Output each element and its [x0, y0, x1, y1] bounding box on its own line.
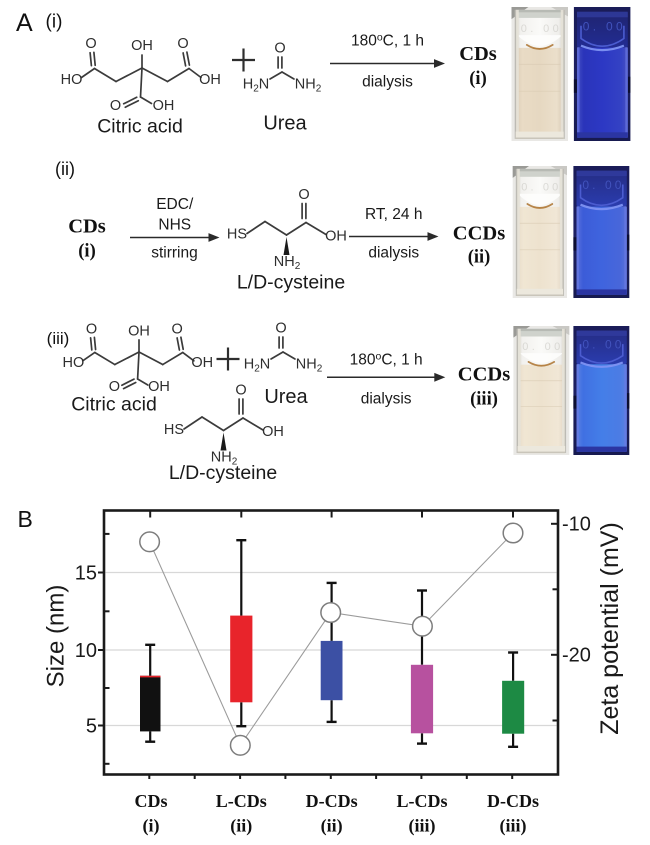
- svg-text:Size (nm): Size (nm): [43, 585, 70, 688]
- svg-text:NH2: NH2: [295, 77, 322, 95]
- svg-text:0. 00: 0. 00: [521, 23, 559, 35]
- svg-text:stirring: stirring: [151, 245, 198, 262]
- svg-text:D-CDs: D-CDs: [306, 791, 358, 811]
- svg-text:OH: OH: [148, 379, 170, 395]
- svg-text:(ii): (ii): [230, 816, 252, 837]
- svg-text:L-CDs: L-CDs: [396, 791, 447, 811]
- svg-text:L/D-cysteine: L/D-cysteine: [237, 272, 345, 294]
- svg-text:RT, 24 h: RT, 24 h: [365, 206, 422, 223]
- svg-text:(ii): (ii): [55, 159, 75, 179]
- svg-text:(ii): (ii): [321, 816, 343, 837]
- svg-text:OH: OH: [153, 98, 175, 114]
- svg-text:0. 00: 0. 00: [522, 341, 560, 353]
- svg-text:NHS: NHS: [158, 217, 191, 234]
- svg-text:O: O: [171, 321, 182, 337]
- svg-text:dialysis: dialysis: [362, 74, 413, 91]
- svg-text:Urea: Urea: [263, 113, 307, 135]
- svg-text:NH2: NH2: [274, 254, 301, 272]
- svg-text:O: O: [86, 321, 97, 337]
- svg-text:B: B: [18, 506, 33, 532]
- svg-text:dialysis: dialysis: [361, 391, 412, 408]
- svg-text:Citric acid: Citric acid: [71, 394, 157, 416]
- svg-text:OH: OH: [262, 424, 284, 440]
- svg-text:O: O: [274, 41, 285, 57]
- svg-text:OH: OH: [131, 38, 153, 54]
- svg-text:CCDs: CCDs: [453, 223, 505, 245]
- svg-text:L-CDs: L-CDs: [216, 791, 267, 811]
- svg-text:O: O: [110, 98, 121, 114]
- svg-text:O: O: [298, 187, 309, 203]
- svg-text:CDs: CDs: [459, 43, 497, 65]
- svg-text:O: O: [109, 379, 120, 395]
- svg-text:180oC, 1 h: 180oC, 1 h: [351, 32, 424, 50]
- svg-text:HS: HS: [164, 422, 184, 438]
- svg-text:H2N: H2N: [243, 77, 270, 95]
- svg-text:10: 10: [75, 640, 97, 662]
- svg-text:(i): (i): [46, 12, 63, 33]
- svg-text:O: O: [85, 36, 96, 52]
- svg-text:(iii): (iii): [47, 329, 70, 348]
- svg-text:-20: -20: [562, 645, 591, 667]
- svg-text:A: A: [16, 9, 33, 37]
- svg-text:Zeta potential (mV): Zeta potential (mV): [596, 522, 624, 735]
- svg-text:OH: OH: [191, 355, 213, 371]
- svg-text:-10: -10: [562, 514, 591, 536]
- svg-text:HO: HO: [63, 355, 85, 371]
- svg-text:(iii): (iii): [470, 390, 498, 410]
- svg-text:H2N: H2N: [244, 357, 271, 375]
- svg-text:CCDs: CCDs: [458, 364, 510, 386]
- svg-text:HO: HO: [61, 72, 83, 88]
- svg-text:(i): (i): [469, 69, 486, 89]
- svg-text:0. 00: 0. 00: [521, 181, 558, 193]
- svg-text:Urea: Urea: [264, 386, 308, 408]
- svg-text:OH: OH: [128, 323, 150, 339]
- svg-text:NH2: NH2: [296, 357, 323, 375]
- svg-text:Citric acid: Citric acid: [97, 116, 183, 138]
- svg-text:NH2: NH2: [211, 450, 238, 468]
- svg-text:HS: HS: [227, 227, 247, 243]
- svg-text:(ii): (ii): [468, 248, 491, 268]
- svg-text:180oC, 1 h: 180oC, 1 h: [350, 351, 423, 369]
- svg-text:O: O: [235, 383, 246, 399]
- svg-text:D-CDs: D-CDs: [487, 791, 539, 811]
- svg-text:15: 15: [75, 563, 97, 585]
- svg-text:(iii): (iii): [409, 816, 436, 837]
- svg-text:O: O: [275, 321, 286, 337]
- svg-text:O: O: [177, 36, 188, 52]
- svg-text:EDC/: EDC/: [156, 196, 194, 213]
- svg-text:(iii): (iii): [500, 816, 527, 837]
- svg-text:OH: OH: [199, 72, 221, 88]
- svg-text:CDs: CDs: [68, 216, 106, 238]
- svg-text:L/D-cysteine: L/D-cysteine: [169, 462, 277, 484]
- svg-text:dialysis: dialysis: [368, 245, 419, 262]
- svg-text:OH: OH: [325, 229, 347, 245]
- svg-text:(i): (i): [143, 816, 160, 837]
- svg-text:5: 5: [86, 716, 97, 738]
- svg-text:CDs: CDs: [134, 791, 167, 811]
- svg-text:(i): (i): [78, 242, 95, 262]
